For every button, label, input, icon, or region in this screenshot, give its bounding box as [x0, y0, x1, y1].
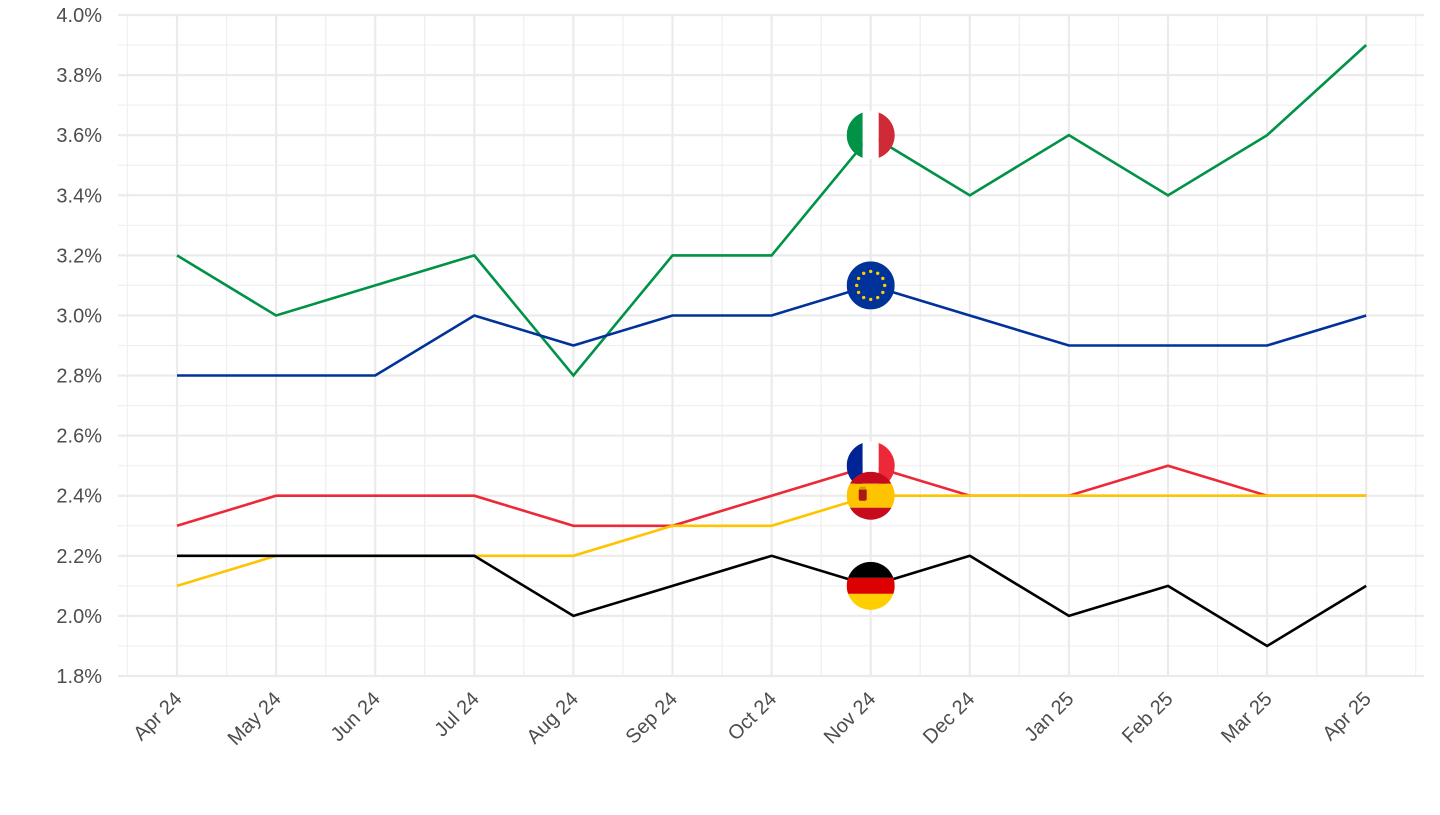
- y-tick-label: 2.0%: [56, 606, 102, 628]
- spain-flag-icon: [846, 471, 895, 520]
- x-tick-label: Oct 24: [724, 688, 781, 745]
- x-tick-label: Nov 24: [820, 688, 880, 748]
- y-tick-label: 2.6%: [56, 426, 102, 448]
- y-tick-label: 3.0%: [56, 305, 102, 327]
- flag-markers: [846, 111, 895, 610]
- x-tick-label: Jun 24: [327, 688, 385, 746]
- y-tick-label: 3.6%: [56, 125, 102, 147]
- y-tick-label: 3.4%: [56, 185, 102, 207]
- y-tick-label: 4.0%: [56, 5, 102, 27]
- eu-flag-icon: [846, 261, 895, 310]
- y-tick-label: 2.2%: [56, 546, 102, 568]
- x-tick-label: Jan 25: [1020, 688, 1078, 746]
- series-line-france: [176, 464, 1367, 528]
- x-tick-label: Apr 24: [129, 688, 186, 745]
- grid: [118, 13, 1424, 678]
- y-axis: 1.8% 2.0% 2.2% 2.4% 2.6% 2.8% 3.0% 3.2% 3.4% 3.6%…: [56, 5, 102, 688]
- y-tick-label: 3.2%: [56, 245, 102, 267]
- x-tick-label: May 24: [224, 688, 286, 750]
- x-tick-label: Mar 25: [1217, 688, 1277, 748]
- x-tick-label: Dec 24: [919, 688, 979, 748]
- x-tick-label: Sep 24: [622, 688, 682, 748]
- x-tick-label: Jul 24: [431, 688, 484, 741]
- series-line-euro-area: [177, 284, 1367, 377]
- y-tick-label: 2.4%: [56, 486, 102, 508]
- series-line-italy: [176, 44, 1368, 378]
- x-tick-label: Aug 24: [523, 688, 583, 748]
- x-tick-label: Feb 25: [1118, 688, 1178, 748]
- series-lines: [176, 44, 1368, 648]
- germany-flag-icon: [846, 561, 895, 610]
- y-tick-label: 2.8%: [56, 366, 102, 388]
- italy-flag-icon: [846, 111, 895, 160]
- series-line-germany: [177, 554, 1367, 648]
- y-tick-label: 3.8%: [56, 65, 102, 87]
- x-axis: Apr 24 May 24 Jun 24 Jul 24 Aug 24 Sep 24 Oct …: [129, 688, 1375, 750]
- x-tick-label: Apr 25: [1319, 688, 1376, 745]
- y-tick-label: 1.8%: [56, 666, 102, 688]
